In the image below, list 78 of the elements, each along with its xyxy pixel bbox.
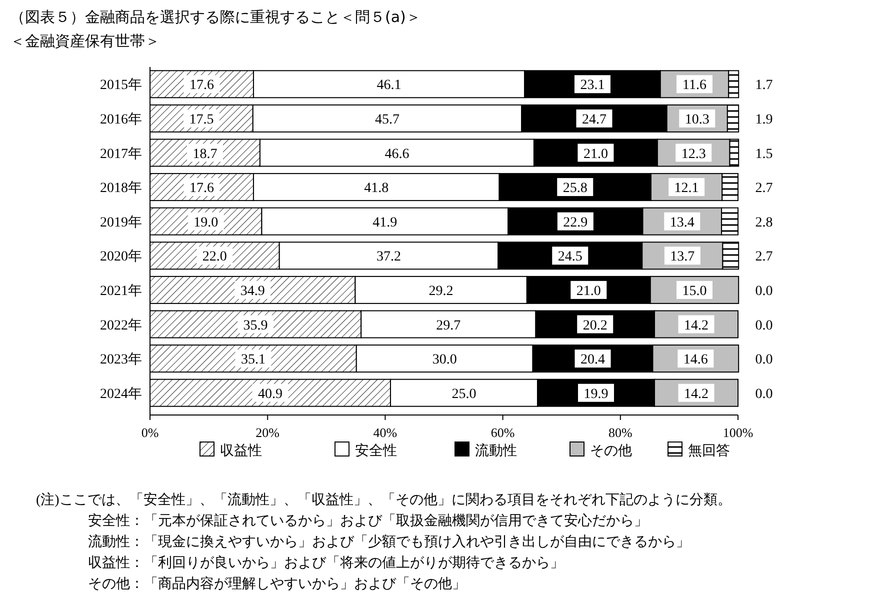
data-label: 15.0: [682, 284, 707, 299]
legend-label: 安全性: [355, 443, 397, 459]
data-label: 10.3: [684, 112, 710, 128]
y-tick-label: 2017年: [100, 146, 142, 162]
data-label: 35.1: [240, 352, 266, 368]
text: 流動性：「現金に換えやすいから」および「少額でも預け入れや引き出しが自由にできるから」: [88, 534, 690, 550]
data-label: 25.8: [562, 181, 588, 196]
y-tick-label: 2023年: [100, 352, 142, 368]
data-label: 29.7: [436, 318, 461, 334]
data-label: 19.0: [194, 215, 218, 230]
text: (注)ここでは、「安全性」、「流動性」、「収益性」、「その他」に関わる項目をそれぞれ下記のように分類。: [36, 492, 732, 508]
data-label: 13.7: [670, 250, 695, 265]
data-label: 37.2: [376, 250, 401, 265]
data-label: 46.6: [384, 146, 410, 162]
data-label: 13.4: [670, 215, 694, 230]
data-label: 40.9: [258, 386, 282, 402]
data-label: 0.0: [755, 386, 773, 402]
x-tick-label: 40%: [373, 425, 398, 440]
data-label: 29.2: [428, 284, 454, 299]
legend-label: 無回答: [688, 443, 730, 459]
y-tick-label: 2022年: [100, 317, 142, 334]
text: その他：「商品内容が理解しやすいから」および「その他」: [88, 576, 466, 592]
data-label: 35.9: [243, 318, 268, 334]
x-tick-label: 60%: [490, 425, 515, 440]
data-label: 12.1: [674, 181, 699, 196]
data-label: 12.3: [681, 146, 706, 162]
data-label: 20.2: [582, 318, 608, 334]
y-tick-label: 2018年: [100, 180, 142, 196]
data-label: 17.6: [189, 78, 214, 94]
data-label: 11.6: [682, 78, 706, 94]
x-tick-label: 100%: [722, 425, 754, 440]
data-label: 34.9: [240, 284, 265, 299]
chart-title: （図表５）金融商品を選択する際に重視すること＜問５(a)＞: [10, 8, 421, 26]
y-tick-label: 2024年: [100, 386, 142, 402]
x-tick-label: 80%: [608, 425, 632, 440]
data-label: 30.0: [432, 352, 457, 368]
data-label: 14.2: [684, 386, 708, 402]
data-label: 14.2: [684, 318, 708, 334]
data-label: 1.9: [755, 112, 773, 128]
data-label: 20.4: [580, 352, 606, 368]
y-tick-label: 2019年: [100, 214, 142, 230]
data-label: 19.9: [584, 386, 608, 402]
data-label: 23.1: [580, 78, 605, 94]
data-label: 25.0: [452, 386, 476, 402]
data-label: 45.7: [375, 112, 400, 128]
data-label: 17.6: [189, 181, 214, 196]
data-label: 24.5: [558, 250, 582, 265]
data-label: 1.7: [755, 78, 773, 94]
data-label: 2.7: [755, 250, 773, 265]
text: 収益性：「利回りが良いから」および「将来の値上がりが期待できるから」: [88, 555, 564, 571]
data-label: 41.9: [372, 215, 398, 230]
data-label: 22.9: [563, 215, 588, 230]
data-label: 46.1: [376, 78, 402, 94]
data-label: 2.8: [755, 215, 773, 230]
legend-label: その他: [590, 443, 632, 459]
chart-subtitle: ＜金融資産保有世帯＞: [10, 32, 160, 50]
y-tick-label: 2016年: [100, 111, 142, 128]
legend-label: 収益性: [220, 443, 262, 459]
data-label: 22.0: [202, 250, 227, 265]
y-tick-label: 2021年: [100, 282, 142, 299]
data-label: 0.0: [755, 284, 773, 299]
data-label: 21.0: [583, 146, 608, 162]
data-label: 24.7: [582, 112, 606, 128]
data-label: 1.5: [755, 146, 773, 162]
text: 安全性：「元本が保証されているから」および「取扱金融機関が信用できて安心だから」: [88, 513, 648, 529]
data-label: 0.0: [755, 352, 773, 368]
data-label: 21.0: [576, 284, 601, 299]
data-label: 17.5: [189, 112, 214, 128]
data-label: 14.6: [683, 352, 708, 368]
legend-label: 流動性: [475, 443, 517, 459]
y-tick-label: 2020年: [100, 248, 142, 265]
data-label: 41.8: [364, 181, 389, 196]
data-label: 2.7: [755, 181, 773, 196]
data-label: 0.0: [755, 318, 773, 334]
y-tick-label: 2015年: [100, 77, 142, 94]
x-tick-label: 0%: [141, 425, 159, 440]
data-label: 18.7: [192, 146, 218, 162]
x-tick-label: 20%: [256, 425, 280, 440]
